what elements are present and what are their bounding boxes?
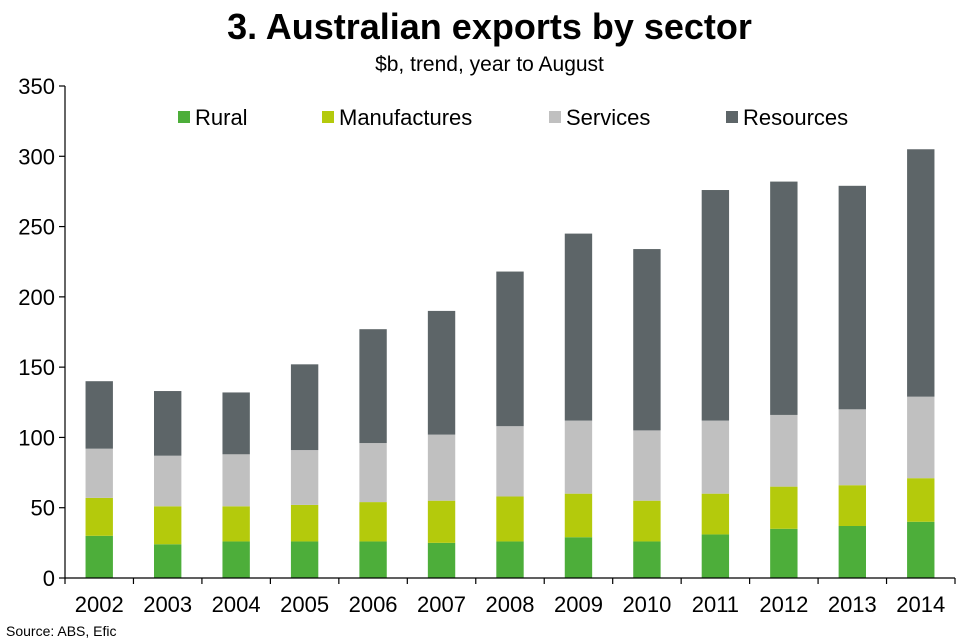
legend: Rural Manufactures Services Resources	[178, 105, 848, 130]
bar-manufactures-2009	[564, 493, 593, 538]
legend-label-resources: Resources	[743, 105, 848, 130]
bar-resources-2006	[359, 329, 387, 444]
y-tick-label-150: 150	[18, 355, 55, 380]
bar-manufactures-2014	[907, 478, 935, 522]
legend-swatch-resources	[726, 111, 738, 123]
y-tick-label-350: 350	[18, 74, 55, 99]
bar-rural-2004	[222, 541, 250, 578]
x-tick-label-2008: 2008	[486, 592, 535, 617]
legend-label-manufactures: Manufactures	[339, 105, 472, 130]
y-tick-label-0: 0	[43, 566, 55, 591]
bar-services-2014	[907, 396, 935, 479]
bar-rural-2013	[838, 525, 866, 578]
bar-manufactures-2005	[290, 504, 319, 542]
legend-label-services: Services	[566, 105, 650, 130]
x-tick-label-2002: 2002	[75, 592, 124, 617]
bar-manufactures-2008	[496, 496, 524, 542]
x-tick-label-2003: 2003	[143, 592, 192, 617]
chart-subtitle: $b, trend, year to August	[375, 53, 604, 76]
bars-layer	[85, 149, 935, 578]
bar-manufactures-2013	[838, 485, 866, 526]
bar-manufactures-2010	[633, 500, 661, 542]
bar-manufactures-2011	[701, 493, 730, 535]
bar-resources-2014	[907, 149, 935, 397]
bar-services-2004	[222, 454, 250, 507]
bar-rural-2014	[907, 521, 935, 578]
bar-rural-2003	[154, 544, 182, 578]
bar-rural-2009	[564, 537, 593, 578]
bar-resources-2009	[564, 233, 593, 421]
x-tick-label-2004: 2004	[212, 592, 261, 617]
bar-rural-2002	[85, 535, 113, 578]
bar-manufactures-2012	[770, 486, 798, 529]
bar-resources-2003	[154, 391, 182, 456]
bar-rural-2006	[359, 541, 387, 578]
x-tick-label-2014: 2014	[896, 592, 945, 617]
chart-source: Source: ABS, Efic	[6, 623, 117, 639]
bar-services-2012	[770, 414, 798, 487]
legend-swatch-manufactures	[322, 111, 334, 123]
bar-resources-2013	[838, 185, 866, 410]
bar-manufactures-2004	[222, 506, 250, 542]
bar-services-2008	[496, 426, 524, 497]
y-tick-label-100: 100	[18, 425, 55, 450]
bar-services-2006	[359, 443, 387, 503]
bar-resources-2005	[290, 364, 319, 451]
bar-resources-2012	[770, 181, 798, 415]
bar-services-2010	[633, 430, 661, 501]
y-tick-label-300: 300	[18, 144, 55, 169]
y-tick-label-250: 250	[18, 215, 55, 240]
x-tick-label-2011: 2011	[692, 592, 739, 617]
chart-title: 3. Australian exports by sector	[227, 6, 752, 47]
bar-services-2009	[564, 420, 593, 494]
axes-layer: 0 50 100 150 200 250 300 350 2002 2003 2004 2005 200…	[18, 74, 956, 617]
y-tick-label-200: 200	[18, 285, 55, 310]
bar-services-2013	[838, 409, 866, 486]
legend-swatch-services	[549, 111, 561, 123]
legend-swatch-rural	[178, 111, 190, 123]
x-tick-label-2012: 2012	[759, 592, 808, 617]
bar-resources-2010	[633, 249, 661, 431]
legend-label-rural: Rural	[195, 105, 248, 130]
bar-manufactures-2003	[154, 506, 182, 545]
x-tick-label-2005: 2005	[280, 592, 329, 617]
bar-manufactures-2006	[359, 502, 387, 542]
bar-resources-2011	[701, 190, 730, 421]
bar-services-2005	[290, 450, 319, 505]
bar-resources-2007	[427, 310, 456, 435]
bar-services-2002	[85, 448, 113, 498]
y-tick-label-50: 50	[31, 496, 55, 521]
bar-services-2007	[427, 434, 456, 501]
bar-services-2011	[701, 420, 730, 494]
bar-resources-2008	[496, 271, 524, 427]
bar-resources-2002	[85, 381, 113, 449]
bar-rural-2007	[427, 542, 456, 578]
bar-rural-2005	[290, 541, 319, 578]
x-tick-label-2009: 2009	[554, 592, 603, 617]
bar-rural-2010	[633, 541, 661, 578]
x-tick-label-2006: 2006	[349, 592, 398, 617]
bar-rural-2011	[701, 534, 730, 578]
bar-resources-2004	[222, 392, 250, 455]
bar-services-2003	[154, 455, 182, 507]
x-tick-label-2007: 2007	[417, 592, 466, 617]
x-tick-label-2013: 2013	[828, 592, 877, 617]
bar-manufactures-2002	[85, 497, 113, 536]
bar-rural-2008	[496, 541, 524, 578]
bar-manufactures-2007	[427, 500, 456, 543]
x-tick-label-2010: 2010	[622, 592, 671, 617]
bar-rural-2012	[770, 528, 798, 578]
